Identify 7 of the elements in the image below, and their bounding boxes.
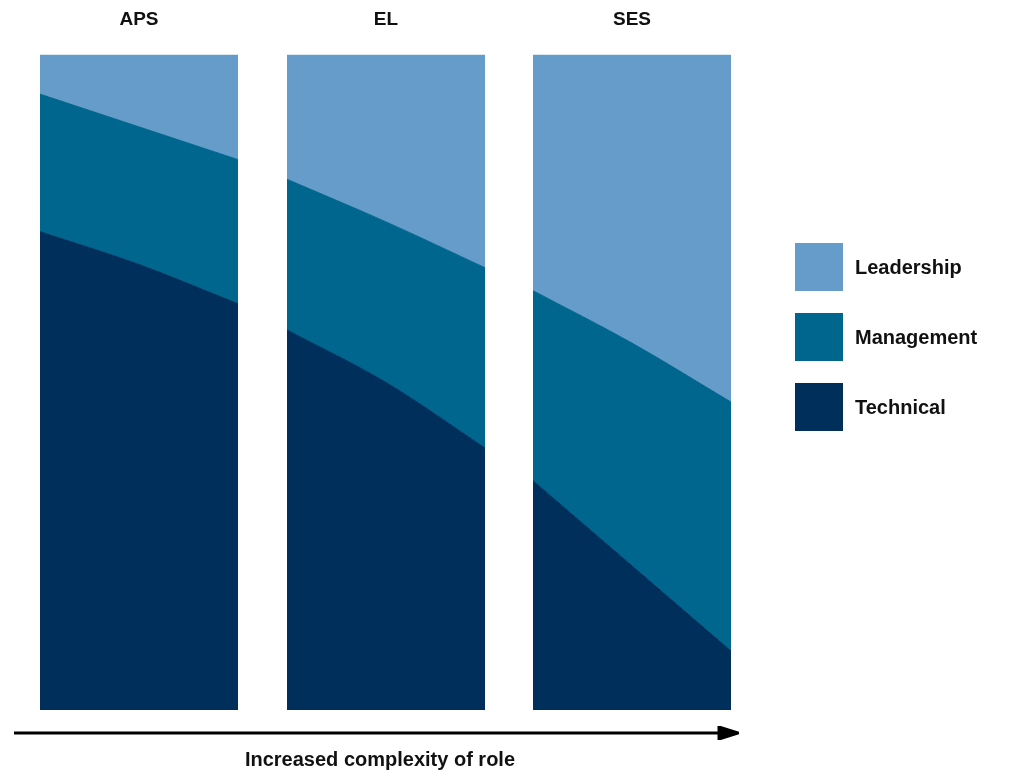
legend-label: Management: [855, 325, 978, 349]
chart-title: EL: [373, 7, 399, 29]
legend-label: Technical: [855, 395, 946, 419]
chart-title: APS: [119, 7, 159, 29]
text: Increased complexity of role: [243, 748, 517, 771]
chart-title: SES: [612, 7, 652, 29]
legend-label: Leadership: [855, 255, 962, 279]
